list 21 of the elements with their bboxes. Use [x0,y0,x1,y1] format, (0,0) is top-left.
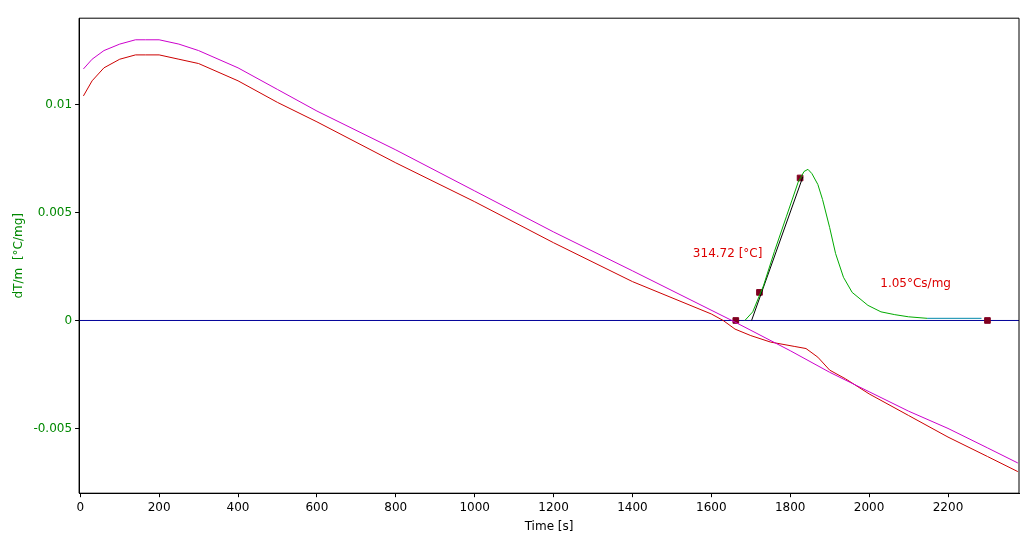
x-tick-label: 1000 [459,499,490,514]
x-tick-label: 1200 [538,499,569,514]
x-tick-label: 2000 [853,499,885,514]
x-tick-label: 1400 [617,499,648,514]
x-tick-label: 200 [147,499,171,514]
point [984,317,991,324]
y-tick-label: -0.005 [33,420,73,435]
y-tick-label: 0.005 [37,204,73,219]
annotation: 314.72 [°C] [692,246,763,261]
x-tick-label: 2200 [932,499,964,514]
x-tick-label: 0 [76,499,85,514]
x-tick-label: 1600 [696,499,727,514]
y-tick-label: 0 [64,312,73,327]
y-axis-title: dT/m [°C/mg] [11,213,26,299]
x-tick-label: 800 [384,499,408,514]
x-tick-label: 1800 [774,499,806,514]
y-tick-label: 0.01 [45,96,73,111]
x-tick-label: 400 [226,499,250,514]
annotation: 1.05°Cs/mg [880,276,951,291]
x-axis-title: Time [s] [523,518,574,533]
x-tick-label: 600 [305,499,329,514]
